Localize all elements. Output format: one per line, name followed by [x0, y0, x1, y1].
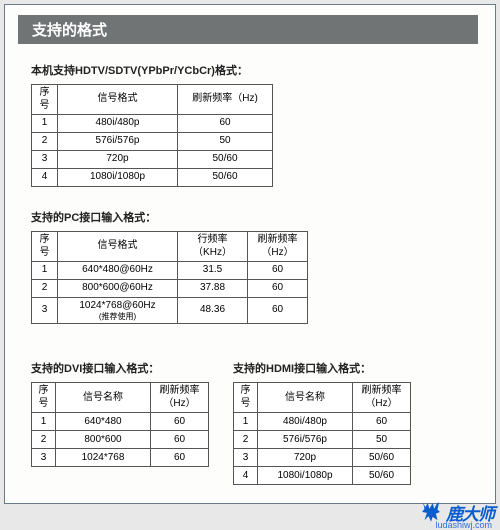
- col-refresh: 刷新频率（Hz): [178, 85, 273, 115]
- pc-input-table: 序号 信号格式 行频率（KHz） 刷新频率（Hz） 1 640*480@60Hz…: [31, 231, 308, 324]
- col-index: 序号: [234, 383, 258, 413]
- table-row: 3 720p 50/60: [32, 151, 273, 169]
- table-row: 4 1080i/1080p 50/60: [32, 169, 273, 187]
- section3-label: 支持的DVI接口输入格式：: [31, 360, 209, 376]
- table-row: 1 480i/480p 60: [32, 115, 273, 133]
- table-row: 2 576i/576p 50: [32, 133, 273, 151]
- section4-label: 支持的HDMI接口输入格式：: [233, 360, 411, 376]
- section2-label: 支持的PC接口输入格式：: [31, 209, 469, 225]
- table-row: 3 720p 50/60: [234, 449, 411, 467]
- hdtv-sdtv-table: 序号 信号格式 刷新频率（Hz) 1 480i/480p 60 2 576i/5…: [31, 84, 273, 187]
- col-signal: 信号格式: [58, 85, 178, 115]
- table-row: 3 1024*768 60: [32, 449, 209, 467]
- col-refresh: 刷新频率（Hz）: [248, 232, 308, 262]
- col-signal: 信号格式: [58, 232, 178, 262]
- table-row: 2 800*600@60Hz 37.88 60: [32, 280, 308, 298]
- col-refresh: 刷新频率（Hz）: [151, 383, 209, 413]
- dvi-block: 支持的DVI接口输入格式： 序号 信号名称 刷新频率（Hz） 1 640*480…: [31, 352, 209, 467]
- col-index: 序号: [32, 383, 56, 413]
- dvi-input-table: 序号 信号名称 刷新频率（Hz） 1 640*480 60 2 800*600 …: [31, 382, 209, 467]
- table-row: 2 576i/576p 50: [234, 431, 411, 449]
- hdmi-block: 支持的HDMI接口输入格式： 序号 信号名称 刷新频率（Hz） 1 480i/4…: [233, 352, 411, 485]
- table-row: 4 1080i/1080p 50/60: [234, 467, 411, 485]
- table-row: 1 640*480@60Hz 31.5 60: [32, 262, 308, 280]
- section1-label: 本机支持HDTV/SDTV(YPbPr/YCbCr)格式：: [31, 62, 469, 78]
- table-row: 2 800*600 60: [32, 431, 209, 449]
- col-linefreq: 行频率（KHz）: [178, 232, 248, 262]
- document-page: 支持的格式 本机支持HDTV/SDTV(YPbPr/YCbCr)格式： 序号 信…: [4, 4, 496, 504]
- hdmi-input-table: 序号 信号名称 刷新频率（Hz） 1 480i/480p 60 2 576i/5…: [233, 382, 411, 485]
- col-index: 序号: [32, 232, 58, 262]
- col-index: 序号: [32, 85, 58, 115]
- page-title: 支持的格式: [18, 15, 478, 44]
- table-row: 3 1024*768@60Hz(推荐使用) 48.36 60: [32, 298, 308, 324]
- table-row: 1 480i/480p 60: [234, 413, 411, 431]
- watermark-url: ludashiwj.com: [435, 520, 492, 530]
- table-row: 1 640*480 60: [32, 413, 209, 431]
- col-refresh: 刷新频率（Hz）: [353, 383, 411, 413]
- col-signal: 信号名称: [56, 383, 151, 413]
- col-signal: 信号名称: [258, 383, 353, 413]
- two-column-row: 支持的DVI接口输入格式： 序号 信号名称 刷新频率（Hz） 1 640*480…: [31, 352, 469, 485]
